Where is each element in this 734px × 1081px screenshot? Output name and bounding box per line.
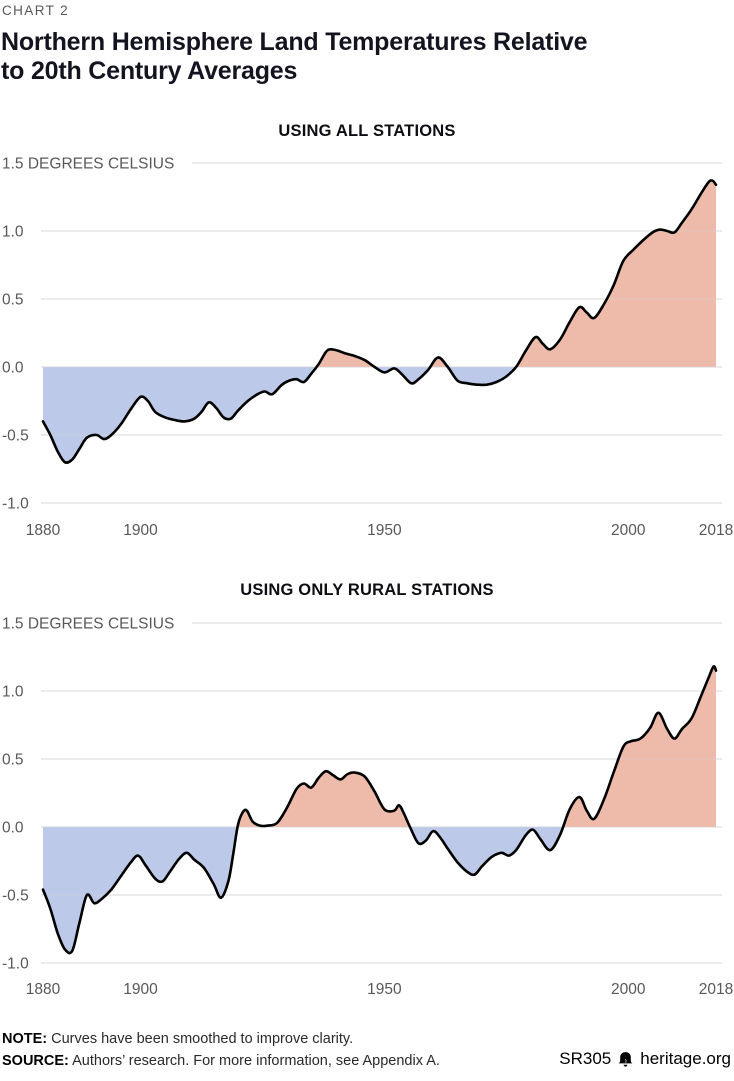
y-tick-label: 1.5 DEGREES CELSIUS xyxy=(2,156,174,173)
x-tick-label: 1900 xyxy=(123,981,158,998)
negative-anomaly-area xyxy=(43,367,716,463)
rural-stations-chart: 1.5 DEGREES CELSIUS 1.0 0.5 0.0 -0.5 -1.0 1880… xyxy=(2,616,733,999)
positive-anomaly-area xyxy=(43,180,716,367)
positive-anomaly-area xyxy=(43,666,716,827)
source-label: SOURCE: xyxy=(2,1053,69,1069)
x-tick-label: 1880 xyxy=(26,981,61,998)
y-tick-label: 1.5 DEGREES CELSIUS xyxy=(2,616,174,633)
negative-anomaly-area xyxy=(43,827,716,954)
source-line: SOURCE: Authors’ research. For more info… xyxy=(2,1053,440,1069)
y-tick-label: 0.0 xyxy=(2,360,24,377)
source-text: Authors’ research. For more information,… xyxy=(72,1053,440,1069)
x-tick-label: 2018 xyxy=(699,522,733,539)
y-tick-label: 1.0 xyxy=(2,684,24,701)
x-tick-label: 2000 xyxy=(611,522,646,539)
chart-kicker: CHART 2 xyxy=(2,3,70,18)
report-id: SR305 xyxy=(559,1049,612,1068)
x-tick-label: 1950 xyxy=(367,981,402,998)
x-tick-label: 2018 xyxy=(699,981,733,998)
y-tick-label: -0.5 xyxy=(2,888,29,905)
all-stations-chart-title: USING ALL STATIONS xyxy=(278,122,456,140)
y-tick-label: 1.0 xyxy=(2,224,24,241)
y-tick-label: -1.0 xyxy=(2,956,29,973)
y-tick-label: 0.5 xyxy=(2,752,24,769)
page-title-line2: to 20th Century Averages xyxy=(1,57,298,85)
x-tick-label: 2000 xyxy=(611,981,646,998)
temperature-line xyxy=(41,665,718,955)
brand-block: SR305 heritage.org xyxy=(559,1049,731,1069)
x-tick-label: 1900 xyxy=(123,522,158,539)
page-title: Northern Hemisphere Land Temperatures Re… xyxy=(1,28,588,86)
page-title-line1: Northern Hemisphere Land Temperatures Re… xyxy=(1,28,588,56)
x-tick-label: 1950 xyxy=(367,522,402,539)
note-text: Curves have been smoothed to improve cla… xyxy=(51,1031,354,1047)
x-tick-label: 1880 xyxy=(26,522,61,539)
note-line: NOTE: Curves have been smoothed to impro… xyxy=(2,1031,353,1047)
y-tick-label: -1.0 xyxy=(2,496,29,513)
rural-stations-chart-title: USING ONLY RURAL STATIONS xyxy=(240,581,494,599)
all-stations-chart: 1.5 DEGREES CELSIUS 1.0 0.5 0.0 -0.5 -1.0 1880… xyxy=(2,156,733,540)
note-label: NOTE: xyxy=(2,1031,48,1047)
liberty-bell-icon xyxy=(617,1051,634,1068)
y-tick-label: 0.5 xyxy=(2,292,24,309)
y-tick-label: 0.0 xyxy=(2,820,24,837)
y-tick-label: -0.5 xyxy=(2,428,29,445)
brand-name: heritage.org xyxy=(640,1049,731,1068)
temperature-line xyxy=(41,179,718,464)
